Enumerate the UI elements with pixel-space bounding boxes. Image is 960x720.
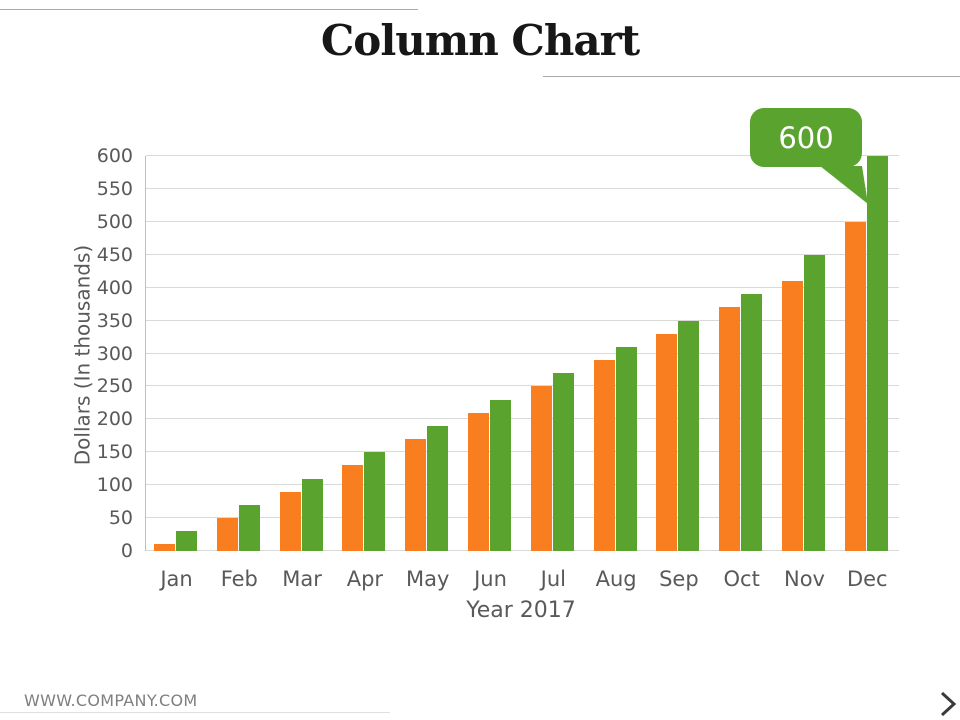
chevron-right-icon[interactable] xyxy=(937,691,959,717)
bar-orange-nov xyxy=(782,281,803,551)
x-tick-label: Mar xyxy=(282,567,322,591)
bar-orange-dec xyxy=(844,221,866,551)
bar-green-jun xyxy=(490,399,511,551)
bar-orange-mar xyxy=(279,491,301,551)
bar-orange-jul xyxy=(530,386,552,551)
title-underline xyxy=(543,76,960,77)
bar-green-may xyxy=(427,425,449,551)
bar-orange-jan xyxy=(154,544,175,551)
y-tick-label: 200 xyxy=(96,408,133,431)
data-callout: 600 xyxy=(750,108,862,167)
page-title: Column Chart xyxy=(320,16,640,65)
x-tick-label: Jun xyxy=(474,567,507,591)
top-left-divider xyxy=(0,9,418,10)
x-tick-label: Dec xyxy=(846,567,888,591)
gridline xyxy=(146,253,899,255)
gridline xyxy=(146,187,899,189)
bar-orange-aug xyxy=(593,360,615,551)
x-tick-label: May xyxy=(405,567,450,591)
bar-green-oct xyxy=(741,294,763,551)
gridline xyxy=(146,319,899,321)
bar-green-mar xyxy=(301,478,323,551)
gridline xyxy=(146,220,899,222)
x-tick-label: Jan xyxy=(160,567,193,591)
y-tick-label: 0 xyxy=(120,540,133,562)
x-tick-label: Aug xyxy=(595,567,637,591)
gridline xyxy=(146,352,899,354)
bar-green-jul xyxy=(552,373,574,551)
bar-orange-jun xyxy=(468,412,489,551)
y-tick-label: 250 xyxy=(96,375,133,398)
callout-tail-icon xyxy=(820,166,868,204)
bar-green-sep xyxy=(678,320,700,551)
y-tick-label: 450 xyxy=(96,243,133,266)
bar-green-aug xyxy=(615,346,637,551)
x-tick-label: Nov xyxy=(784,567,825,591)
y-tick-label: 50 xyxy=(108,507,133,530)
bar-orange-may xyxy=(405,439,427,551)
bar-orange-feb xyxy=(216,518,238,551)
bar-green-apr xyxy=(364,452,386,551)
bar-orange-apr xyxy=(342,465,364,551)
x-tick-label: Feb xyxy=(220,567,258,591)
gridline xyxy=(146,155,899,156)
y-tick-label: 600 xyxy=(96,145,133,167)
y-tick-label: 350 xyxy=(96,309,133,332)
x-axis-title: Year 2017 xyxy=(466,598,576,623)
y-tick-label: 550 xyxy=(96,177,133,200)
callout-value: 600 xyxy=(778,120,834,155)
bar-green-feb xyxy=(238,504,260,551)
y-tick-label: 300 xyxy=(96,342,133,365)
bar-green-nov xyxy=(804,254,825,551)
bar-orange-sep xyxy=(656,333,678,551)
bar-green-jan xyxy=(176,531,197,551)
gridline xyxy=(146,385,899,387)
gridline xyxy=(146,550,899,551)
y-tick-label: 100 xyxy=(96,474,133,497)
x-tick-label: Oct xyxy=(723,567,760,591)
x-tick-label: Jul xyxy=(540,567,566,591)
y-tick-label: 150 xyxy=(96,441,133,464)
x-tick-label: Sep xyxy=(659,567,699,591)
gridline xyxy=(146,286,899,288)
y-tick-label: 400 xyxy=(96,276,133,299)
gridline xyxy=(146,451,899,453)
plot-area: 0 50 100 150 200 250 300 350 400 450 500 550 600 Jan F… xyxy=(97,145,899,591)
gridline xyxy=(146,517,899,519)
footer-website: WWW.COMPANY.COM xyxy=(24,691,198,710)
bar-orange-oct xyxy=(719,307,741,551)
x-tick-label: Apr xyxy=(346,567,384,591)
footer-divider xyxy=(0,712,390,713)
bar-green-dec xyxy=(866,156,888,551)
y-tick-label: 500 xyxy=(96,210,133,233)
gridline xyxy=(146,418,899,420)
gridline xyxy=(146,484,899,486)
